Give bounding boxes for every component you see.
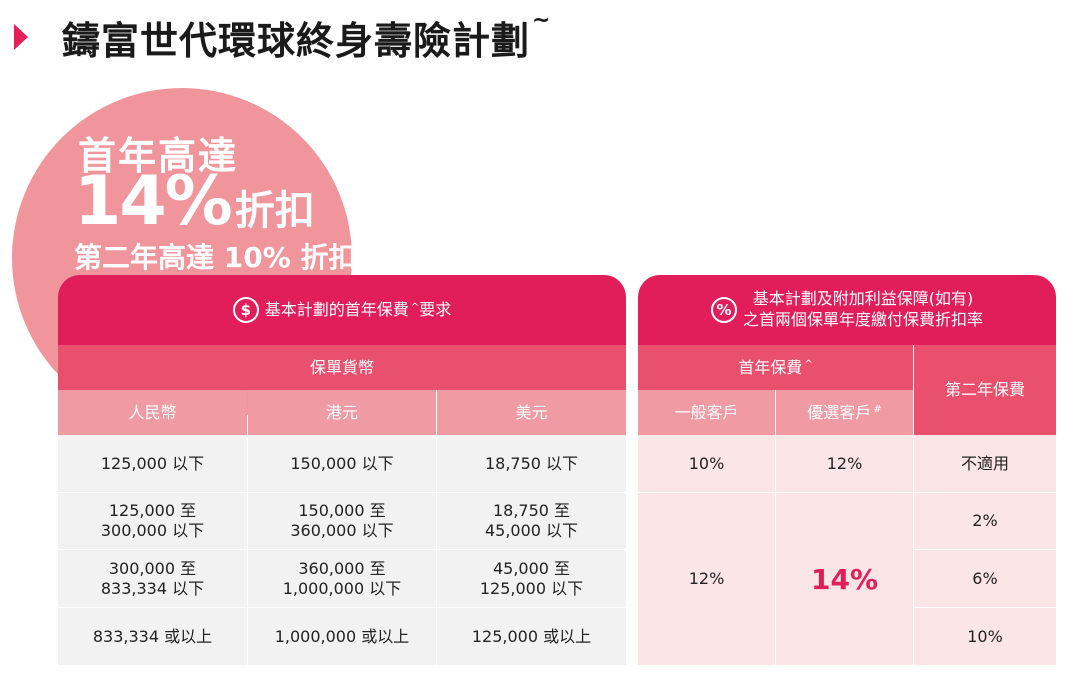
col-header-usd: 美元: [437, 390, 626, 435]
preferred-label: 優選客戶: [807, 402, 872, 422]
currency-subheader: 保單貨幣: [58, 345, 626, 390]
cell-line: 300,000 以下: [100, 521, 205, 540]
preferred-mark: #: [873, 404, 882, 416]
table-cell: 150,000 以下: [248, 435, 436, 492]
promo-big-value: 14%: [74, 162, 233, 241]
table-cell: 12%: [638, 493, 775, 665]
col-header-rmb: 人民幣: [58, 390, 247, 435]
percent-icon: %: [710, 297, 737, 323]
page-title: 鑄富世代環球終身壽險計劃~: [62, 8, 552, 65]
table-cell: 125,000 以下: [58, 435, 247, 492]
promo-headline: 首年高達: [78, 134, 239, 178]
left-header-mark: ^: [410, 301, 420, 313]
table-cell: 833,334 或以上: [58, 608, 247, 665]
table-cell: 150,000 至 360,000 以下: [248, 493, 436, 549]
table-cell: 125,000 至 300,000 以下: [58, 493, 247, 549]
preferred-client-header: 優選客戶 #: [776, 390, 913, 435]
left-header-text2: 要求: [419, 300, 452, 319]
promo-big-suffix: 折扣: [234, 188, 315, 234]
cell-line: 360,000 以下: [290, 521, 394, 540]
table-cell: 6%: [914, 550, 1056, 607]
cell-line: 45,000 至: [492, 558, 571, 578]
cell-line: 150,000 至: [298, 501, 386, 520]
cell-line: 45,000 以下: [484, 521, 579, 540]
cell-line: 360,000 至: [298, 558, 386, 578]
cell-line: 300,000 至: [108, 558, 197, 578]
table-cell: 2%: [914, 493, 1056, 549]
table-cell: 45,000 至 125,000 以下: [437, 550, 626, 607]
page-title-text: 鑄富世代環球終身壽險計劃: [62, 19, 531, 63]
right-header-line: 之首兩個保單年度繳付保費折扣率: [742, 310, 983, 329]
table-cell: 12%: [776, 435, 913, 492]
table-cell: 1,000,000 或以上: [248, 608, 436, 665]
cell-line: 125,000 以下: [479, 578, 584, 598]
cell-line: 833,334 以下: [100, 578, 205, 598]
table-cell: 18,750 至 45,000 以下: [437, 493, 626, 549]
title-footnote-mark: ~: [532, 8, 552, 33]
cell-line: 125,000 至: [108, 501, 197, 520]
cell-line: 1,000,000 以下: [282, 578, 402, 598]
cell-line: 18,750 至: [492, 501, 571, 520]
highlight-value: 14%: [810, 562, 879, 596]
table-cell: 360,000 至 1,000,000 以下: [248, 550, 436, 607]
dollar-icon: $: [232, 297, 259, 323]
table-cell: 300,000 至 833,334 以下: [58, 550, 247, 607]
left-header-text: 基本計劃的首年保費: [264, 300, 409, 319]
left-table-header: $ 基本計劃的首年保費 ^ 要求: [58, 275, 626, 345]
table-cell-highlight: 14%: [776, 493, 913, 665]
col-header-hkd: 港元: [248, 390, 436, 435]
right-header-line: 基本計劃及附加利益保障(如有): [752, 289, 974, 309]
table-cell: 10%: [638, 435, 775, 492]
first-year-label: 首年保費: [738, 357, 803, 377]
promo-discount: 14% 折扣: [74, 168, 315, 236]
table-cell: 18,750 以下: [437, 435, 626, 492]
table-cell: 10%: [914, 608, 1056, 665]
table-cell: 125,000 或以上: [437, 608, 626, 665]
promo-second-year: 第二年高達 10% 折扣: [74, 241, 357, 274]
first-year-header: 首年保費 ^: [638, 345, 913, 390]
table-cell: 不適用: [914, 435, 1056, 492]
right-header-text: 基本計劃及附加利益保障(如有) 之首兩個保單年度繳付保費折扣率: [743, 289, 983, 331]
right-table-header: % 基本計劃及附加利益保障(如有) 之首兩個保單年度繳付保費折扣率: [638, 275, 1056, 345]
play-arrow-icon: [14, 24, 28, 50]
second-year-header: 第二年保費: [914, 345, 1056, 435]
general-client-header: 一般客戶: [638, 390, 775, 435]
page-header: 鑄富世代環球終身壽險計劃~: [0, 0, 1080, 70]
first-year-mark: ^: [804, 359, 813, 371]
